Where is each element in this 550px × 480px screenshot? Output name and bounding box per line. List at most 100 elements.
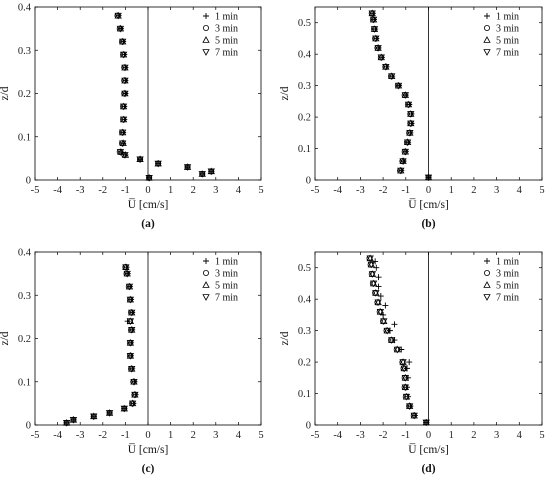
- data-point-c: [131, 391, 139, 399]
- x-tick-label-c: 5: [258, 430, 263, 441]
- x-tick-label-a: 0: [145, 185, 150, 196]
- data-point-d: [400, 365, 408, 373]
- legend-marker-a: [202, 24, 209, 31]
- data-point-c: [128, 400, 137, 408]
- legend-marker-c: [202, 281, 210, 288]
- series-c-2: [62, 263, 139, 426]
- data-point-d: [405, 403, 414, 410]
- data-point-d: [383, 327, 391, 335]
- data-point-d: [380, 311, 387, 318]
- y-tick-label-d: 0.2: [298, 358, 311, 369]
- y-tick-label-a: 0.1: [18, 132, 31, 143]
- data-point-c: [123, 270, 131, 278]
- data-point-b: [372, 35, 380, 43]
- data-point-b: [377, 54, 385, 62]
- x-tick-label-d: -5: [311, 430, 320, 441]
- x-tick-label-b: -5: [311, 185, 320, 196]
- legend-marker-d: [483, 281, 491, 288]
- panel-caption-d: (d): [421, 463, 435, 475]
- data-point-a: [119, 129, 127, 137]
- x-tick-label-a: -4: [53, 185, 62, 196]
- y-tick-label-a: 0.3: [18, 46, 31, 57]
- y-axis-label-b: z/d: [279, 86, 291, 100]
- legend-marker-b: [483, 49, 491, 56]
- y-tick-label-c: 0.1: [18, 377, 31, 388]
- data-point-d: [376, 308, 385, 316]
- data-point-d: [388, 337, 396, 344]
- data-point-c: [90, 413, 98, 421]
- series-d-0: [372, 258, 430, 426]
- x-tick-label-d: 1: [449, 430, 454, 441]
- data-point-d: [373, 264, 380, 271]
- data-point-a: [119, 140, 127, 148]
- panel-a: -5 -4 -3 -2 -1 0 1 2 3 4 5 0 0.1 0.2 0.3 0.4 U̅ [cm/s] z/…: [0, 3, 264, 231]
- x-tick-label-b: 0: [426, 185, 431, 196]
- data-point-c: [126, 318, 135, 326]
- series-a-3: [114, 12, 215, 182]
- data-point-a: [198, 171, 206, 178]
- series-c-3: [62, 264, 139, 427]
- legend-marker-a: [202, 49, 210, 56]
- x-tick-label-a: -3: [76, 185, 85, 196]
- x-tick-label-d: 0: [426, 430, 431, 441]
- data-point-a: [154, 160, 162, 168]
- x-tick-label-a: 5: [258, 185, 263, 196]
- legend-label-c: 5 min: [215, 281, 238, 292]
- data-point-b: [369, 16, 378, 24]
- panel-caption-c: (c): [142, 463, 155, 475]
- y-tick-label-d: 0.5: [298, 263, 311, 274]
- x-tick-label-a: -1: [121, 185, 130, 196]
- x-tick-label-b: -2: [379, 185, 388, 196]
- legend-label-d: 1 min: [496, 257, 519, 268]
- x-tick-label-d: 3: [494, 430, 499, 441]
- y-tick-label-b: 0: [306, 176, 311, 187]
- data-point-a: [207, 168, 215, 176]
- x-tick-label-c: 2: [191, 430, 196, 441]
- x-tick-label-d: 2: [471, 430, 476, 441]
- x-tick-label-b: 5: [539, 185, 544, 196]
- data-point-a: [121, 90, 129, 98]
- data-point-c: [128, 309, 136, 317]
- data-point-d: [372, 290, 380, 297]
- panel-c: -5 -4 -3 -2 -1 0 1 2 3 4 5 0 0.1 0.2 0.3 0.4 U̅ [cm/s] z/…: [0, 248, 264, 476]
- x-tick-label-a: 3: [213, 185, 218, 196]
- panel-caption-b: (b): [421, 218, 435, 230]
- y-tick-label-c: 0.4: [18, 248, 32, 259]
- x-tick-label-b: 1: [449, 185, 454, 196]
- x-tick-label-c: 4: [236, 430, 242, 441]
- data-point-a: [183, 164, 192, 171]
- data-point-b: [397, 167, 405, 175]
- data-point-a: [121, 152, 129, 159]
- data-point-c: [125, 283, 134, 291]
- data-point-b: [401, 92, 410, 99]
- panel-caption-a: (a): [141, 218, 155, 230]
- legend-label-d: 7 min: [496, 293, 519, 304]
- x-tick-label-b: 4: [517, 185, 523, 196]
- data-point-d: [375, 274, 382, 281]
- y-tick-label-b: 0.1: [298, 144, 311, 155]
- legend-label-c: 7 min: [215, 293, 238, 304]
- legend-label-d: 3 min: [496, 269, 519, 280]
- legend-label-b: 7 min: [496, 48, 519, 59]
- data-point-b: [370, 26, 379, 33]
- legend-label-a: 7 min: [215, 48, 238, 59]
- data-point-d: [401, 384, 410, 392]
- data-point-b: [401, 148, 410, 156]
- legend-label-c: 3 min: [215, 269, 238, 280]
- y-tick-label-d: 0: [306, 421, 311, 432]
- x-tick-label-a: -5: [31, 185, 40, 196]
- legend-marker-c: [203, 258, 209, 264]
- data-point-c: [120, 405, 128, 413]
- legend-marker-c: [202, 269, 209, 276]
- x-tick-label-b: -4: [333, 185, 342, 196]
- y-tick-label-b: 0.3: [298, 81, 311, 92]
- data-point-d: [372, 258, 379, 265]
- data-point-a: [119, 116, 128, 124]
- panel-b: -5 -4 -3 -2 -1 0 1 2 3 4 5 0 0.1 0.2 0.3 0.4 0.5 U̅ [cm/s…: [279, 6, 545, 230]
- y-tick-label-d: 0.3: [298, 326, 311, 337]
- data-point-a: [119, 103, 128, 111]
- legend-marker-d: [484, 258, 490, 264]
- x-tick-label-c: 0: [145, 430, 150, 441]
- data-point-b: [404, 101, 413, 109]
- x-tick-label-c: -2: [98, 430, 107, 441]
